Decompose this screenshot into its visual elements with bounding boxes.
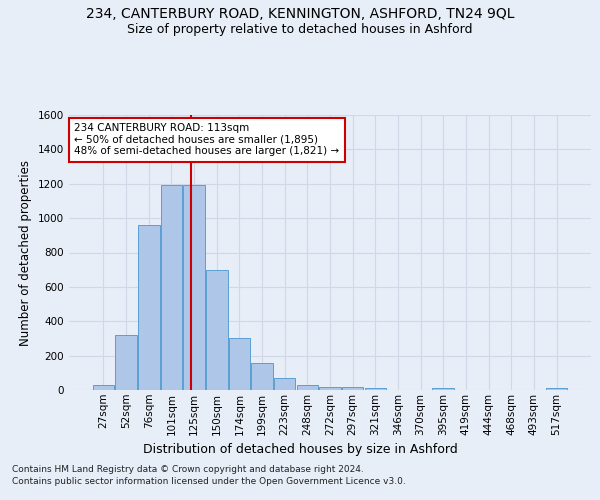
Bar — [161, 184, 182, 390]
Bar — [115, 335, 137, 390]
Text: Size of property relative to detached houses in Ashford: Size of property relative to detached ho… — [127, 22, 473, 36]
Text: Contains public sector information licensed under the Open Government Licence v3: Contains public sector information licen… — [12, 478, 406, 486]
Bar — [342, 388, 364, 390]
Bar — [251, 364, 273, 390]
Bar — [296, 385, 318, 390]
Text: 234 CANTERBURY ROAD: 113sqm
← 50% of detached houses are smaller (1,895)
48% of : 234 CANTERBURY ROAD: 113sqm ← 50% of det… — [74, 123, 340, 156]
Text: 234, CANTERBURY ROAD, KENNINGTON, ASHFORD, TN24 9QL: 234, CANTERBURY ROAD, KENNINGTON, ASHFOR… — [86, 8, 514, 22]
Bar — [319, 387, 341, 390]
Text: Distribution of detached houses by size in Ashford: Distribution of detached houses by size … — [143, 442, 457, 456]
Bar — [229, 338, 250, 390]
Bar — [93, 385, 114, 390]
Bar — [274, 378, 295, 390]
Bar — [546, 388, 567, 390]
Text: Contains HM Land Registry data © Crown copyright and database right 2024.: Contains HM Land Registry data © Crown c… — [12, 465, 364, 474]
Bar — [433, 388, 454, 390]
Bar — [365, 388, 386, 390]
Bar — [184, 184, 205, 390]
Bar — [138, 225, 160, 390]
Y-axis label: Number of detached properties: Number of detached properties — [19, 160, 32, 346]
Bar — [206, 270, 227, 390]
